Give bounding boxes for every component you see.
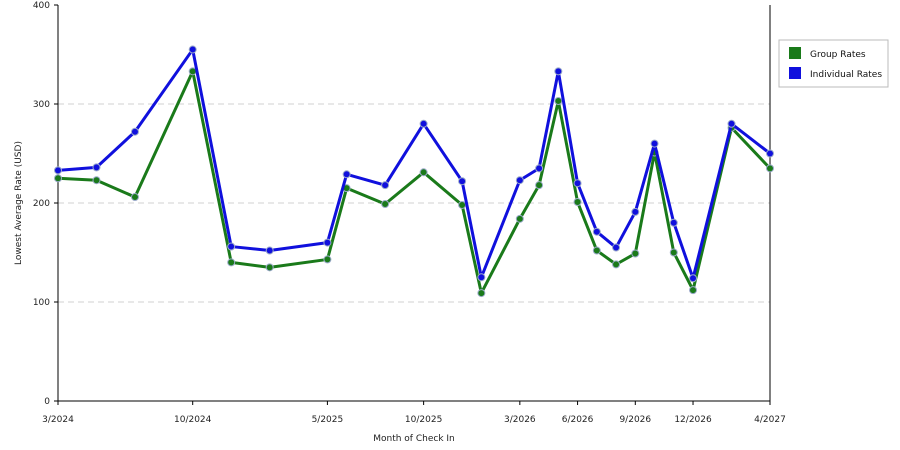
data-point-individual-rates-11/2026 (669, 218, 678, 227)
data-point-group-rates-8/2025 (381, 199, 390, 208)
data-point-group-rates-3/2024 (54, 174, 62, 183)
data-point-individual-rates-10/2024 (188, 45, 197, 54)
x-tick-label-5/2025: 5/2025 (312, 415, 344, 425)
data-point-group-rates-12/2025 (458, 200, 467, 209)
data-point-group-rates-2/2025 (265, 263, 274, 272)
data-point-individual-rates-10/2026 (650, 139, 659, 148)
series-line-group-rates (57, 69, 772, 295)
x-tick-label-10/2024: 10/2024 (174, 415, 212, 425)
data-point-individual-rates-4/2027 (766, 149, 774, 158)
data-point-individual-rates-1/2026 (477, 273, 486, 282)
data-point-group-rates-10/2025 (419, 168, 428, 177)
y-tick-label-200: 200 (33, 199, 50, 209)
x-tick-label-9/2026: 9/2026 (619, 415, 651, 425)
data-point-individual-rates-10/2025 (419, 119, 428, 128)
data-point-group-rates-5/2025 (323, 255, 332, 264)
data-point-group-rates-4/2027 (766, 164, 774, 173)
data-point-individual-rates-12/2024 (227, 242, 236, 251)
data-point-group-rates-11/2026 (669, 248, 678, 257)
series (54, 45, 774, 298)
data-point-individual-rates-2/2025 (265, 246, 274, 255)
data-point-individual-rates-3/2026 (515, 176, 524, 185)
data-point-individual-rates-6/2026 (573, 179, 582, 188)
grid-lines (58, 103, 770, 303)
data-point-group-rates-3/2026 (515, 214, 524, 223)
x-tick-label-3/2026: 3/2026 (504, 415, 536, 425)
data-point-individual-rates-7/2026 (592, 227, 601, 236)
series-line-individual-rates (57, 48, 771, 280)
legend-swatch-group-rates (789, 47, 801, 59)
data-point-group-rates-9/2026 (631, 249, 640, 258)
data-point-individual-rates-12/2026 (689, 274, 698, 283)
x-tick-label-6/2026: 6/2026 (562, 415, 594, 425)
x-tick-label-3/2024: 3/2024 (42, 415, 74, 425)
y-tick-label-100: 100 (33, 298, 50, 308)
data-point-individual-rates-7/2024 (130, 127, 139, 136)
data-point-group-rates-12/2024 (227, 258, 236, 267)
data-point-group-rates-5/2024 (92, 176, 101, 185)
legend: Group Rates Individual Rates (778, 39, 889, 88)
y-ticks: 0 100 200 300 400 (33, 1, 58, 407)
data-point-individual-rates-4/2026 (535, 164, 544, 173)
data-point-group-rates-6/2026 (573, 198, 582, 207)
data-point-individual-rates-6/2025 (342, 170, 351, 179)
legend-label-group-rates: Group Rates (810, 50, 866, 60)
data-point-group-rates-7/2026 (592, 246, 601, 255)
data-point-group-rates-4/2026 (535, 181, 544, 190)
data-point-group-rates-7/2024 (130, 193, 139, 202)
data-point-individual-rates-5/2026 (554, 67, 563, 76)
x-tick-label-12/2026: 12/2026 (674, 415, 712, 425)
data-point-individual-rates-9/2026 (631, 207, 640, 216)
data-point-individual-rates-12/2025 (458, 177, 467, 186)
legend-label-individual-rates: Individual Rates (810, 70, 882, 80)
data-point-group-rates-1/2026 (477, 289, 486, 298)
data-point-group-rates-5/2026 (554, 97, 563, 106)
data-point-individual-rates-5/2024 (92, 163, 101, 172)
x-axis-title: Month of Check In (373, 434, 455, 444)
data-point-individual-rates-8/2026 (612, 243, 621, 252)
data-point-individual-rates-5/2025 (323, 238, 332, 247)
y-tick-label-0: 0 (44, 397, 50, 407)
x-ticks: 3/2024 10/2024 5/2025 10/2025 3/2026 6/2026 9/… (42, 401, 786, 425)
x-tick-label-10/2025: 10/2025 (405, 415, 442, 425)
data-point-group-rates-12/2026 (689, 286, 698, 295)
y-axis-title: Lowest Average Rate (USD) (14, 141, 24, 265)
data-point-individual-rates-8/2025 (381, 181, 390, 190)
data-point-group-rates-8/2026 (612, 260, 621, 269)
y-tick-label-300: 300 (33, 100, 50, 110)
data-point-individual-rates-3/2024 (54, 166, 62, 175)
data-point-individual-rates-2/2027 (727, 119, 736, 128)
x-tick-label-4/2027: 4/2027 (754, 415, 786, 425)
y-tick-label-400: 400 (33, 1, 50, 11)
legend-swatch-individual-rates (789, 67, 801, 79)
